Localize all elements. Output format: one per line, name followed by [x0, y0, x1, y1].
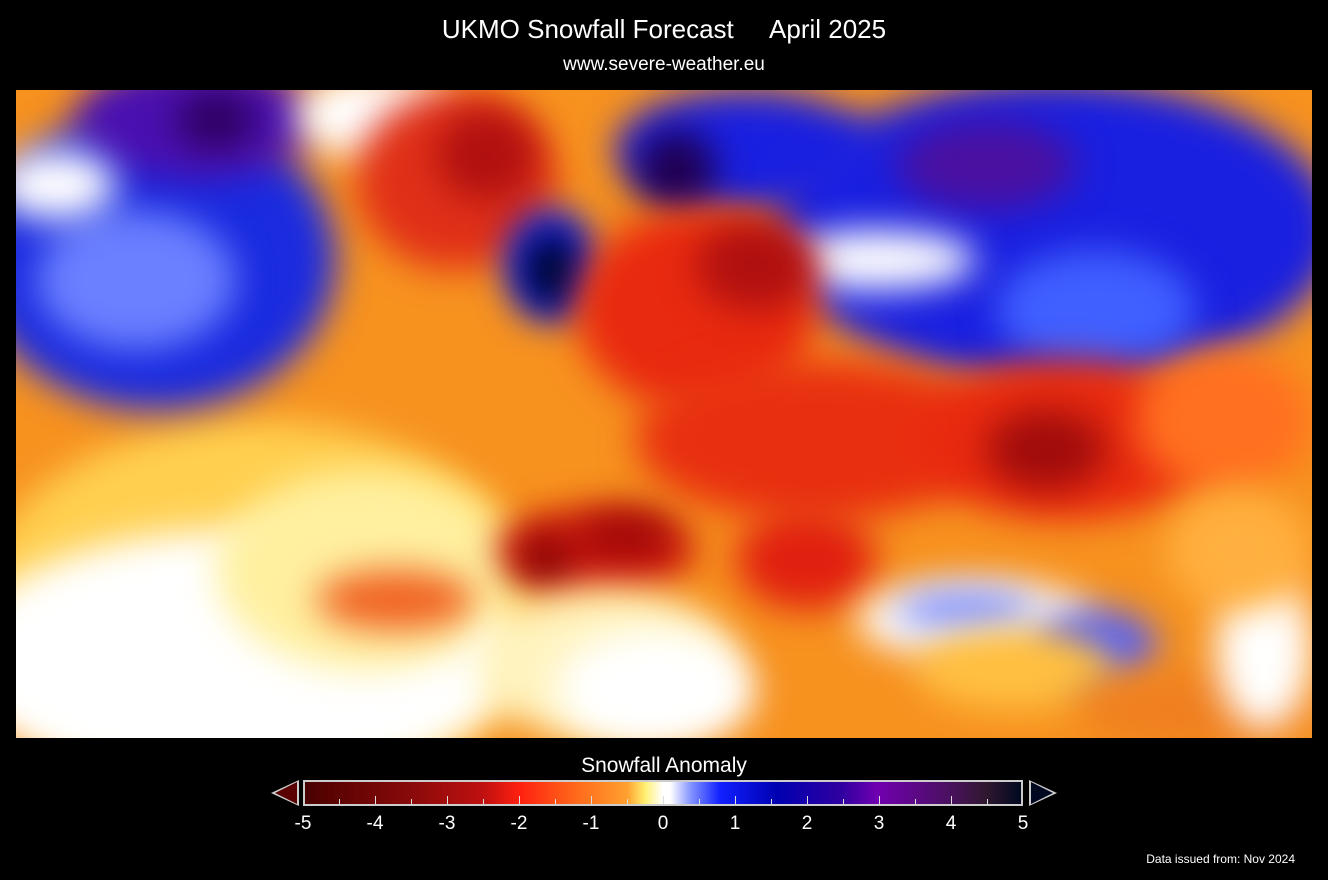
legend-tick-label: 3	[873, 813, 885, 834]
legend-tick	[375, 796, 376, 804]
title-text: UKMO Snowfall Forecast	[441, 14, 734, 44]
anomaly-region	[176, 90, 256, 150]
legend-tick-label: 4	[945, 813, 957, 834]
anomaly-region	[636, 130, 716, 210]
legend-minor-tick	[555, 799, 556, 804]
legend-tick-label: 1	[729, 813, 741, 834]
legend-tick-label: 2	[801, 813, 813, 834]
legend-minor-tick	[843, 799, 844, 804]
legend-tick-label: -1	[582, 813, 600, 834]
legend-tick-label: -5	[294, 813, 312, 834]
anomaly-region	[36, 210, 236, 350]
legend-tick	[591, 796, 592, 804]
legend-tick	[663, 796, 664, 804]
legend-tick-label: -2	[510, 813, 528, 834]
anomaly-region	[316, 570, 476, 630]
legend-minor-tick	[699, 799, 700, 804]
anomaly-region	[576, 510, 676, 560]
issued-date: Data issued from: Nov 2024	[1146, 852, 1295, 866]
legend-tick-label: -3	[438, 813, 456, 834]
title-period: April 2025	[769, 14, 887, 44]
legend-minor-tick	[987, 799, 988, 804]
legend-tick	[807, 796, 808, 804]
legend-tick	[735, 796, 736, 804]
legend-minor-tick	[627, 799, 628, 804]
anomaly-region	[516, 530, 576, 590]
anomaly-region	[1136, 350, 1312, 490]
legend-tick	[519, 796, 520, 804]
anomaly-region	[436, 110, 536, 200]
legend-minor-tick	[915, 799, 916, 804]
legend-minor-tick	[411, 799, 412, 804]
legend-minor-tick	[339, 799, 340, 804]
anomaly-region	[216, 470, 516, 670]
legend-tick-label: 5	[1017, 813, 1029, 834]
anomaly-region	[996, 250, 1196, 370]
map-title: UKMO Snowfall Forecast April 2025	[0, 14, 1328, 45]
legend-minor-tick	[771, 799, 772, 804]
anomaly-region	[896, 590, 1036, 630]
anomaly-region	[696, 220, 816, 310]
subtitle: www.severe-weather.eu	[563, 54, 765, 75]
anomaly-region	[556, 630, 756, 738]
anomaly-region	[736, 510, 876, 610]
legend-tick-label: -4	[366, 813, 384, 834]
legend-max-arrow-fill	[1031, 782, 1053, 804]
anomaly-region	[1166, 490, 1312, 610]
legend-tick-label: 0	[657, 813, 669, 834]
legend-minor-tick	[483, 799, 484, 804]
anomaly-region	[16, 150, 116, 220]
anomaly-region	[896, 120, 1076, 210]
legend-tick	[951, 796, 952, 804]
legend-tick	[879, 796, 880, 804]
colorbar	[303, 780, 1023, 806]
legend-title: Snowfall Anomaly	[581, 754, 747, 777]
anomaly-region	[986, 410, 1106, 490]
anomaly-region	[521, 230, 581, 310]
legend-tick	[447, 796, 448, 804]
snowfall-anomaly-map	[16, 90, 1312, 738]
legend-min-arrow-fill	[275, 782, 297, 804]
